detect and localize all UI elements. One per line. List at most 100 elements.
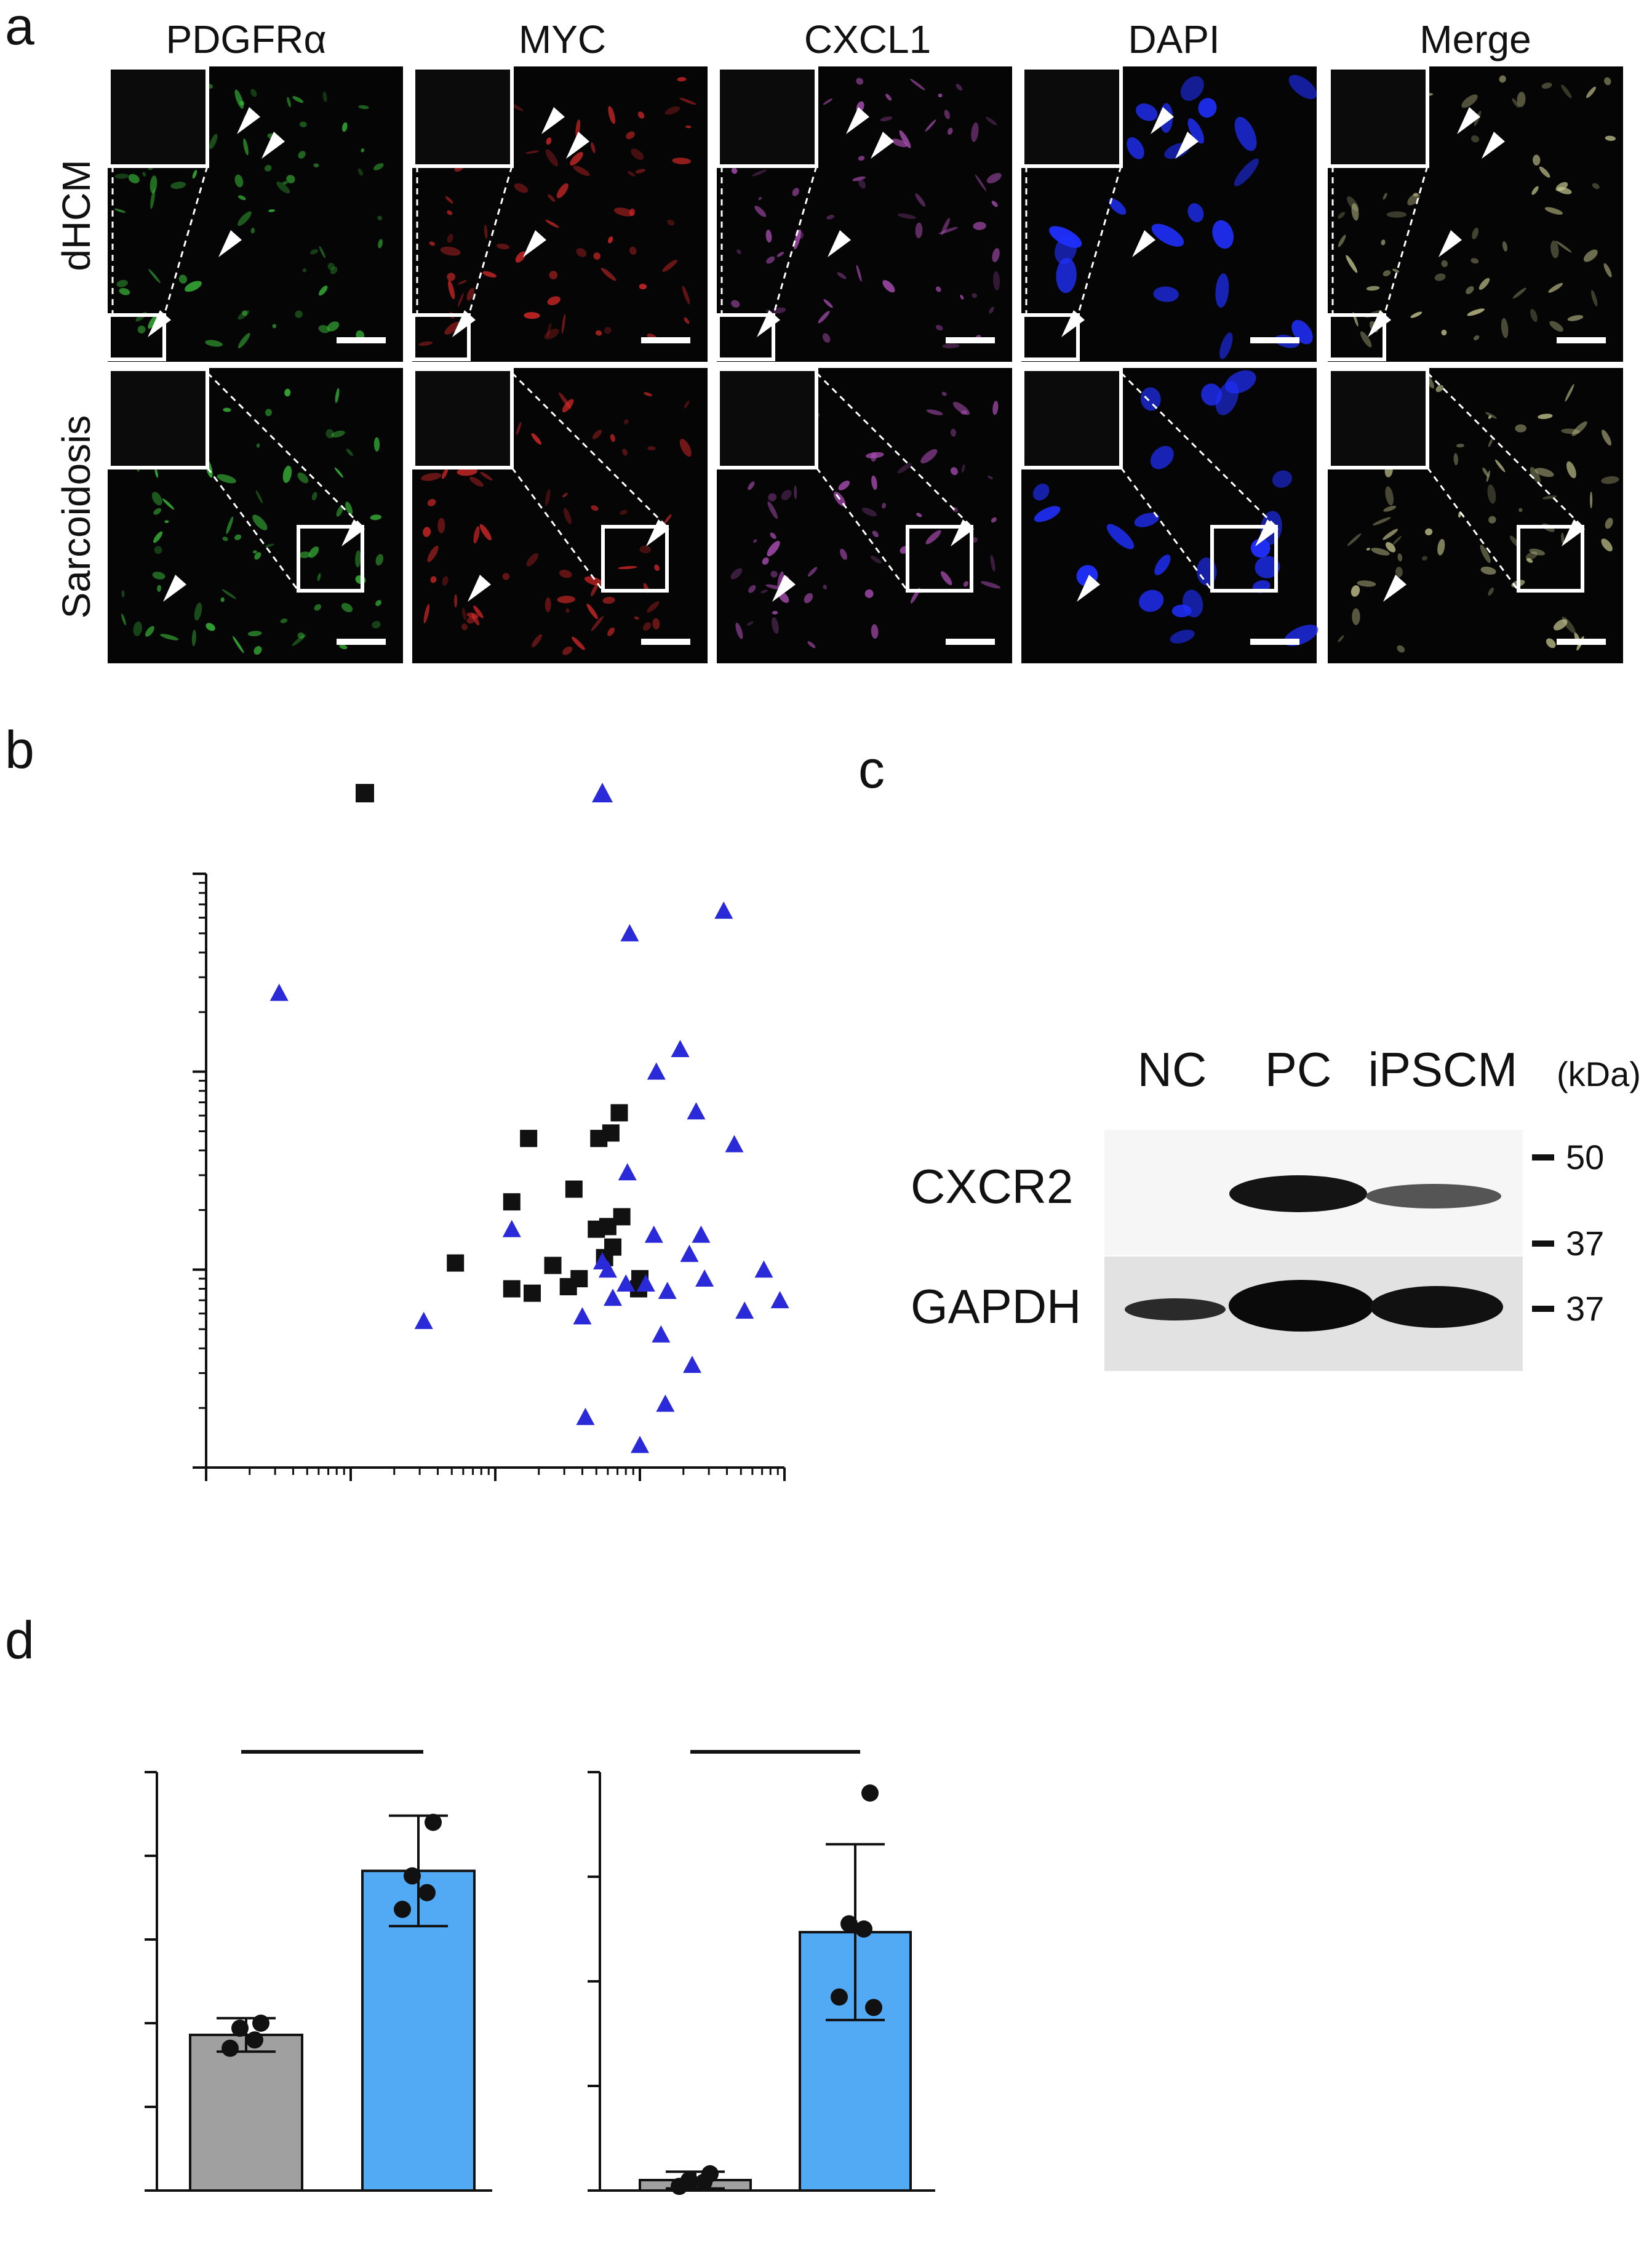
stain-signal — [358, 105, 369, 110]
nucleus-signal — [1198, 98, 1217, 118]
stain-signal — [941, 391, 947, 396]
point-dcm — [617, 1274, 636, 1292]
stain-signal — [762, 557, 769, 565]
stain-signal — [325, 429, 334, 439]
blot-row-label-cxcr2: CXCR2 — [911, 1159, 1073, 1213]
zoom-region-box — [297, 525, 364, 593]
stain-signal — [1453, 453, 1458, 466]
nucleus-signal — [1140, 387, 1161, 411]
zoom-inset — [412, 367, 514, 469]
stain-signal — [310, 249, 318, 255]
stain-signal — [1548, 282, 1563, 293]
stain-signal — [314, 604, 321, 611]
lane-label-nc: NC — [1138, 1042, 1207, 1097]
stain-signal — [447, 234, 453, 243]
arrowhead-marker — [261, 132, 285, 159]
stain-signal — [1529, 548, 1546, 556]
stain-signal — [484, 225, 488, 239]
stain-signal — [154, 546, 162, 554]
stain-signal — [341, 602, 353, 612]
data-point — [840, 1915, 858, 1933]
zoom-guide-line — [1077, 166, 1122, 316]
scale-bar — [946, 639, 995, 645]
stain-signal — [1561, 532, 1565, 545]
stain-signal — [461, 608, 467, 620]
micrograph-tile — [107, 66, 403, 362]
stain-signal — [1591, 290, 1598, 306]
stain-signal — [185, 281, 202, 292]
nucleus-signal — [1106, 524, 1135, 549]
western-blot: NC PC iPSCM (kDa) CXCR2 GAPDH 50 37 37 — [911, 1042, 1641, 1371]
zoom-guide-line — [772, 166, 818, 316]
stain-signal — [1592, 183, 1600, 190]
stain-signal — [1534, 468, 1554, 477]
zoom-inset — [107, 66, 209, 168]
stain-signal — [205, 340, 223, 347]
stain-signal — [1480, 545, 1491, 563]
stain-signal — [1541, 82, 1552, 89]
stain-signal — [441, 468, 449, 479]
stain-signal — [604, 327, 612, 334]
stain-signal — [1583, 249, 1598, 262]
stain-signal — [373, 437, 380, 452]
stain-signal — [194, 602, 202, 621]
bar-chart-nppa — [145, 1750, 492, 2192]
stain-signal — [284, 388, 291, 397]
stain-signal — [479, 524, 492, 541]
arrowhead-marker — [1439, 230, 1462, 257]
stain-signal — [950, 428, 957, 437]
stain-signal — [872, 530, 879, 538]
stain-signal — [153, 531, 163, 543]
stain-signal — [770, 532, 776, 539]
nucleus-signal — [1288, 74, 1317, 100]
stain-signal — [319, 286, 328, 296]
stain-signal — [447, 210, 453, 215]
panel-letter-a: a — [5, 0, 34, 56]
stain-signal — [514, 183, 529, 193]
stain-signal — [447, 273, 455, 281]
stain-signal — [206, 623, 215, 631]
stain-signal — [1437, 538, 1445, 556]
stain-signal — [1488, 415, 1492, 419]
stain-signal — [1602, 429, 1611, 446]
arrowhead-marker — [1255, 519, 1279, 546]
stain-signal — [300, 121, 307, 127]
stain-signal — [926, 409, 943, 415]
point-dcm — [770, 1291, 789, 1309]
stain-signal — [731, 167, 738, 174]
arrowhead-marker — [772, 575, 796, 602]
stain-signal — [546, 322, 552, 338]
nucleus-signal — [1272, 470, 1293, 488]
nucleus-signal — [1056, 258, 1077, 294]
stain-signal — [561, 313, 565, 334]
stain-signal — [601, 268, 617, 281]
data-point — [246, 2031, 263, 2049]
stain-signal — [1526, 557, 1533, 563]
zoom-guide-line — [206, 467, 300, 591]
stain-signal — [264, 165, 272, 172]
stain-signal — [637, 111, 645, 119]
stain-signal — [1502, 241, 1508, 252]
panel-letter-b: b — [5, 721, 34, 780]
point-control — [610, 1104, 628, 1122]
stain-signal — [1381, 239, 1386, 246]
stain-signal — [634, 616, 639, 620]
stain-signal — [626, 131, 635, 140]
stain-signal — [765, 230, 772, 243]
nucleus-signal — [1127, 137, 1144, 159]
stain-signal — [121, 590, 125, 597]
zoom-inset — [1327, 367, 1429, 469]
stain-signal — [639, 284, 647, 290]
stain-signal — [461, 623, 468, 631]
stain-signal — [952, 402, 970, 415]
stain-signal — [234, 174, 244, 188]
arrowhead-marker — [1457, 107, 1480, 134]
zoom-guide-line — [1120, 467, 1213, 591]
stain-signal — [524, 312, 540, 319]
row-label-sarcoidosis: Sarcoidosis — [54, 415, 98, 619]
stain-signal — [591, 142, 596, 153]
stain-signal — [1470, 135, 1480, 143]
stain-signal — [1371, 548, 1390, 556]
stain-signal — [547, 296, 561, 306]
stain-signal — [938, 93, 943, 98]
